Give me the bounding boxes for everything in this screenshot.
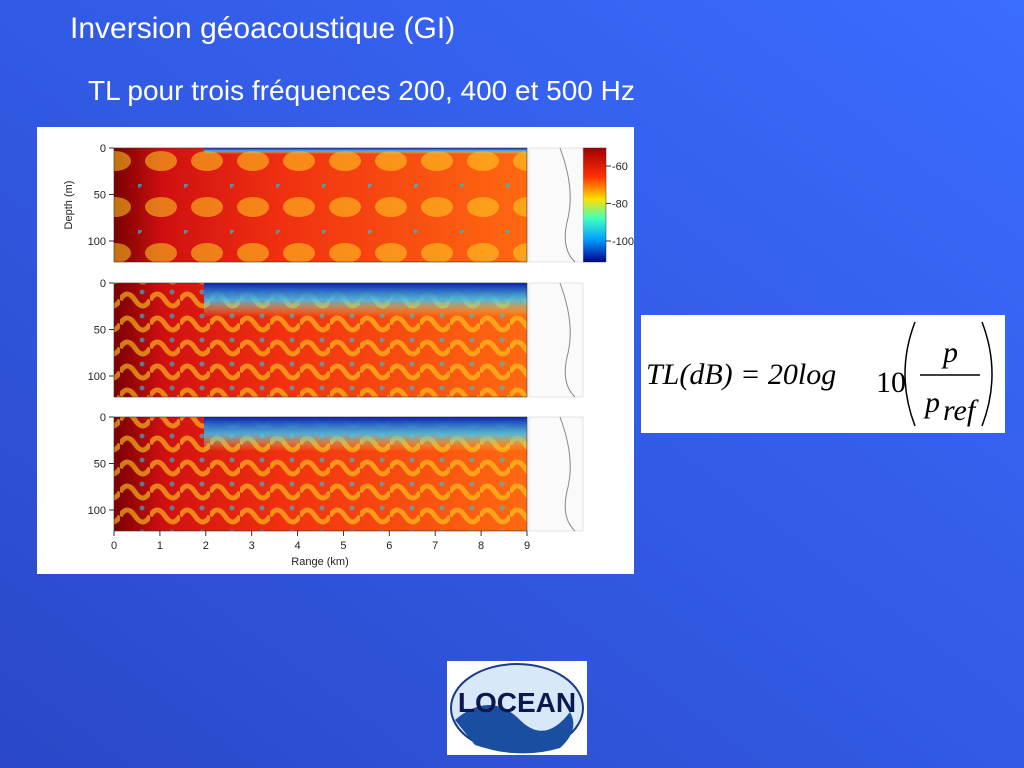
slide-title: Inversion géoacoustique (GI) (70, 12, 455, 45)
heatmap-texture (114, 148, 527, 262)
depth-tick-label: 100 (88, 505, 106, 517)
depth-tick-label: 100 (88, 371, 106, 383)
formula-numerator: p (941, 336, 958, 369)
range-tick-label: 6 (386, 540, 392, 552)
x-axis-label: Range (km) (291, 556, 348, 568)
depth-tick-label: 50 (94, 325, 106, 337)
heatmap-surface (204, 148, 527, 154)
profile-panel (528, 282, 584, 398)
depth-tick-label: 100 (88, 236, 106, 248)
figure: Depth (m) Range (km) 0 50 100 0 50 100 0 50 100 0… (37, 127, 634, 574)
range-tick-label: 0 (111, 540, 117, 552)
depth-tick-label: 0 (100, 143, 106, 155)
logo-text: LOCEAN (458, 687, 576, 718)
logo-wave (455, 705, 574, 754)
range-tick-label: 5 (340, 540, 346, 552)
right-paren (981, 321, 993, 427)
left-paren (904, 321, 916, 427)
colorbar-tick-label: -100 (612, 236, 634, 248)
heatmap-surface (204, 283, 527, 317)
range-tick-label: 7 (432, 540, 438, 552)
depth-tick-label: 50 (94, 190, 106, 202)
sound-speed-profile (559, 282, 576, 398)
heatmap-frame (113, 147, 528, 263)
range-tick-label: 8 (478, 540, 484, 552)
formula-subscript: ref (943, 394, 979, 427)
logo: LOCEAN (447, 661, 587, 755)
heatmap-frame (113, 416, 528, 532)
profile-panel (528, 147, 584, 263)
formula-background (641, 315, 1005, 433)
colorbar (582, 147, 607, 263)
profile-panel (528, 416, 584, 532)
formula-lhs: TL(dB) = 20log (646, 358, 836, 391)
formula-base: 10 (876, 366, 906, 399)
colorbar-tick-label: -80 (612, 199, 628, 211)
sound-speed-profile (559, 147, 576, 263)
heatmap-surface (204, 417, 527, 451)
range-tick-label: 9 (524, 540, 530, 552)
depth-tick-label: 50 (94, 459, 106, 471)
sound-speed-profile (559, 416, 576, 532)
range-tick-label: 2 (203, 540, 209, 552)
range-tick-label: 4 (294, 540, 300, 552)
slide-subtitle: TL pour trois fréquences 200, 400 et 500… (88, 75, 635, 106)
colorbar-tick-label: -60 (612, 161, 628, 173)
depth-tick-label: 0 (100, 412, 106, 424)
range-tick-label: 3 (249, 540, 255, 552)
heatmap-frame (113, 282, 528, 398)
depth-tick-label: 0 (100, 278, 106, 290)
y-axis-label: Depth (m) (63, 181, 75, 230)
formula-denominator: p (923, 386, 940, 419)
formula-box: TL(dB) = 20log 10 p p ref (641, 315, 1005, 433)
range-tick-label: 1 (157, 540, 163, 552)
